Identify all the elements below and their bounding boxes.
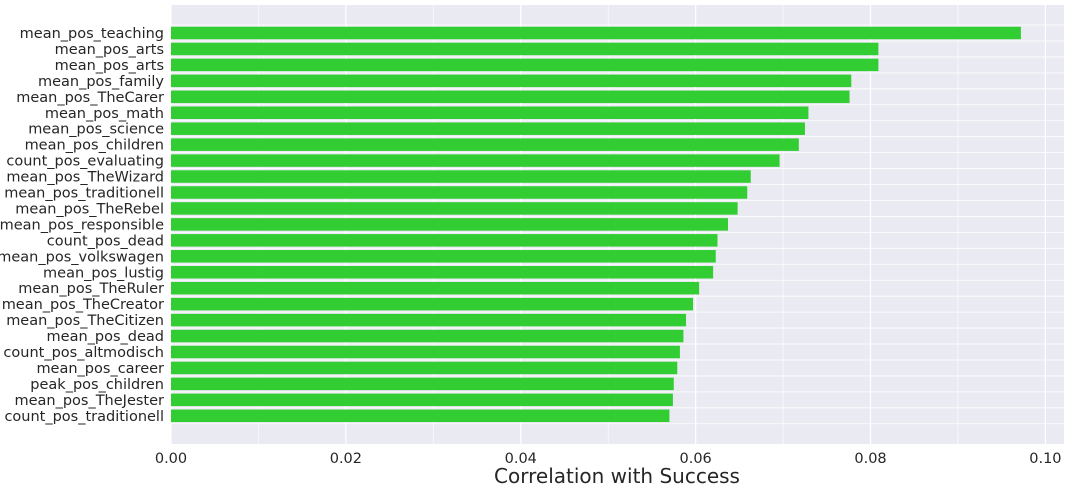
bar <box>171 234 718 247</box>
x-tick-labels: 0.00 0.02 0.04 0.06 0.08 0.10 <box>155 451 1062 467</box>
y-tick-label: peak_pos_children <box>30 377 164 393</box>
y-tick-label: count_pos_evaluating <box>6 154 164 170</box>
y-tick-label: mean_pos_dead <box>47 329 164 345</box>
y-tick-label: mean_pos_volkswagen <box>0 249 164 265</box>
y-tick-label: mean_pos_TheRebel <box>15 201 164 217</box>
bar <box>171 122 805 135</box>
y-tick-label: mean_pos_teaching <box>20 26 164 42</box>
y-tick-label: mean_pos_family <box>38 74 164 90</box>
bar <box>171 250 716 263</box>
y-tick-label: mean_pos_TheCreator <box>2 297 164 313</box>
bar <box>171 154 780 167</box>
y-tick-label: count_pos_dead <box>47 233 164 249</box>
bars <box>171 26 1021 423</box>
y-tick-label: mean_pos_arts <box>55 58 164 74</box>
bar <box>171 58 879 72</box>
bar <box>171 138 799 151</box>
y-tick-label: count_pos_traditionell <box>4 409 164 425</box>
y-tick-label: mean_pos_math <box>45 106 164 122</box>
bar <box>171 345 680 359</box>
x-tick-label: 0.02 <box>330 451 362 467</box>
bar <box>171 266 714 279</box>
bar <box>171 297 694 311</box>
y-tick-label: mean_pos_TheJester <box>14 393 164 409</box>
bar <box>171 377 674 391</box>
x-tick-label: 0.06 <box>679 451 711 467</box>
bar <box>171 170 751 183</box>
y-tick-label: mean_pos_career <box>36 361 164 377</box>
bar <box>171 281 700 295</box>
y-tick-label: mean_pos_responsible <box>0 217 164 233</box>
y-tick-labels: mean_pos_teachingmean_pos_artsmean_pos_a… <box>0 26 164 425</box>
bar <box>171 186 748 199</box>
x-tick-label: 0.04 <box>505 451 537 467</box>
y-tick-label: mean_pos_TheCarer <box>16 90 164 106</box>
bar <box>171 74 852 88</box>
bar <box>171 218 728 231</box>
x-tick-label: 0.00 <box>155 451 187 467</box>
x-tick-label: 0.10 <box>1029 451 1061 467</box>
y-tick-label: mean_pos_TheCitizen <box>6 313 164 329</box>
bar <box>171 329 684 343</box>
bar <box>171 409 670 423</box>
bar <box>171 361 678 375</box>
y-tick-label: mean_pos_TheRuler <box>18 281 164 297</box>
bar <box>171 393 673 407</box>
bar <box>171 42 879 56</box>
y-tick-label: mean_pos_traditionell <box>4 186 164 202</box>
y-tick-label: mean_pos_children <box>25 138 164 154</box>
bar <box>171 313 687 327</box>
y-tick-label: mean_pos_science <box>28 122 164 138</box>
x-axis-label: Correlation with Success <box>494 464 740 488</box>
y-tick-label: count_pos_altmodisch <box>3 345 164 361</box>
y-tick-label: mean_pos_TheWizard <box>6 170 164 186</box>
y-tick-label: mean_pos_lustig <box>43 265 164 281</box>
y-tick-label: mean_pos_arts <box>55 42 164 58</box>
bar <box>171 202 738 215</box>
bar <box>171 106 809 119</box>
x-tick-label: 0.08 <box>854 451 886 467</box>
bar <box>171 26 1021 40</box>
bar <box>171 90 850 104</box>
